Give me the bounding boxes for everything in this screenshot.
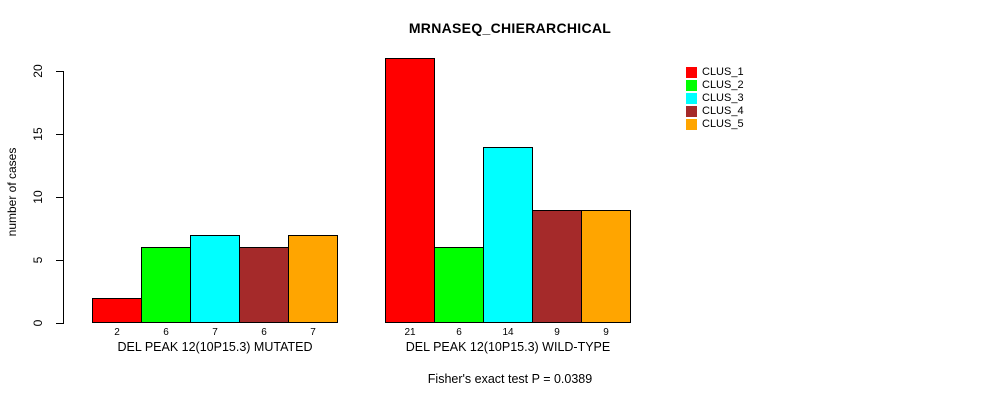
bar-clus_1-group1 — [92, 298, 142, 323]
legend-item-clus_5: CLUS_5 — [686, 118, 744, 131]
bar-clus_5-group2 — [581, 210, 631, 323]
y-axis-tick-label: 10 — [31, 190, 45, 204]
bar-value-label: 6 — [261, 327, 267, 338]
legend-swatch-icon — [686, 119, 697, 130]
bar-value-label: 7 — [310, 327, 316, 338]
bar-clus_1-group2 — [385, 58, 435, 323]
chart-title: MRNASEQ_CHIERARCHICAL — [408, 20, 612, 36]
legend-label: CLUS_2 — [702, 79, 744, 91]
fisher-test-note: Fisher's exact test P = 0.0389 — [427, 372, 593, 386]
bar-clus_5-group1 — [288, 235, 338, 323]
bar-value-label: 6 — [456, 327, 462, 338]
legend-swatch-icon — [686, 106, 697, 117]
legend-swatch-icon — [686, 67, 697, 78]
bar-value-label: 7 — [212, 327, 218, 338]
bar-clus_2-group1 — [141, 247, 191, 323]
y-axis-tick-label: 15 — [31, 127, 45, 141]
legend: CLUS_1 CLUS_2 CLUS_3 CLUS_4 CLUS_5 — [686, 66, 744, 131]
bar-clus_4-group2 — [532, 210, 582, 323]
bar-clus_4-group1 — [239, 247, 289, 323]
x-axis-group-label: DEL PEAK 12(10P15.3) MUTATED — [117, 340, 313, 354]
legend-label: CLUS_3 — [702, 92, 744, 104]
bar-clus_2-group2 — [434, 247, 484, 323]
bar-value-label: 14 — [502, 327, 514, 338]
legend-swatch-icon — [686, 93, 697, 104]
legend-label: CLUS_4 — [702, 105, 744, 117]
bar-value-label: 9 — [554, 327, 560, 338]
bar-clus_3-group1 — [190, 235, 240, 323]
legend-item-clus_4: CLUS_4 — [686, 105, 744, 118]
legend-label: CLUS_1 — [702, 66, 744, 78]
y-axis-tick-label: 5 — [31, 256, 45, 264]
bar-clus_3-group2 — [483, 147, 533, 323]
y-axis-tick — [56, 260, 63, 261]
legend-label: CLUS_5 — [702, 118, 744, 130]
legend-item-clus_1: CLUS_1 — [686, 66, 744, 79]
y-axis-tick — [56, 71, 63, 72]
y-axis-tick — [56, 197, 63, 198]
y-axis-tick-label: 20 — [31, 64, 45, 78]
bar-value-label: 6 — [163, 327, 169, 338]
bar-value-label: 9 — [603, 327, 609, 338]
y-axis-tick — [56, 323, 63, 324]
x-axis-group-label: DEL PEAK 12(10P15.3) WILD-TYPE — [405, 340, 611, 354]
legend-swatch-icon — [686, 80, 697, 91]
legend-item-clus_3: CLUS_3 — [686, 92, 744, 105]
y-axis-line — [63, 71, 64, 324]
bar-value-label: 21 — [404, 327, 416, 338]
y-axis-tick-label: 0 — [31, 319, 45, 327]
legend-item-clus_2: CLUS_2 — [686, 79, 744, 92]
y-axis-label: number of cases — [5, 147, 19, 237]
bar-value-label: 2 — [114, 327, 120, 338]
y-axis-tick — [56, 134, 63, 135]
